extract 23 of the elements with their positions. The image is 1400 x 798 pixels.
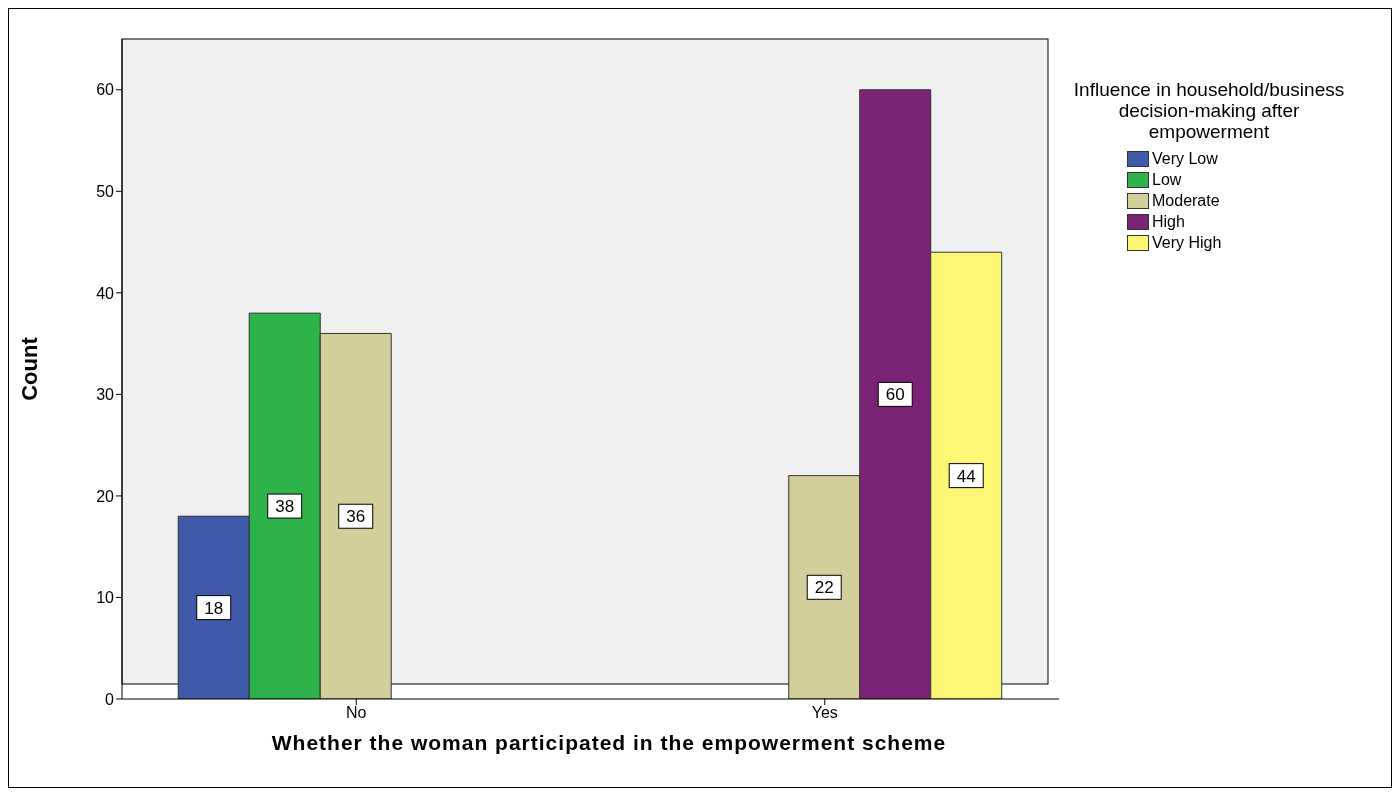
data-label: 18 [204,598,224,618]
data-label: 36 [346,507,366,527]
y-tick-label: 60 [96,81,115,99]
legend-label: Moderate [1152,191,1220,210]
y-tick-label: 0 [105,690,115,708]
x-tick-label: Yes [811,704,838,722]
y-tick-label: 50 [96,182,115,200]
y-tick-label: 30 [96,386,115,404]
data-label: 44 [956,466,976,486]
legend-label: Low [1152,170,1182,189]
x-axis-title: Whether the woman participated in the empowerment scheme [270,731,948,755]
y-axis-title: Count [16,336,42,401]
legend-title: Influence in household/business decision-making after empowerment [1072,79,1346,142]
legend-label: Very High [1152,233,1222,252]
data-label: 60 [885,385,905,405]
y-tick-label: 20 [96,487,115,505]
y-tick-label: 40 [96,284,115,302]
x-tick-label: No [346,704,367,722]
data-label: 38 [275,497,295,517]
data-label: 22 [814,578,834,598]
y-tick-label: 10 [96,589,115,607]
legend-label: High [1152,212,1185,231]
legend-label: Very Low [1152,149,1218,168]
